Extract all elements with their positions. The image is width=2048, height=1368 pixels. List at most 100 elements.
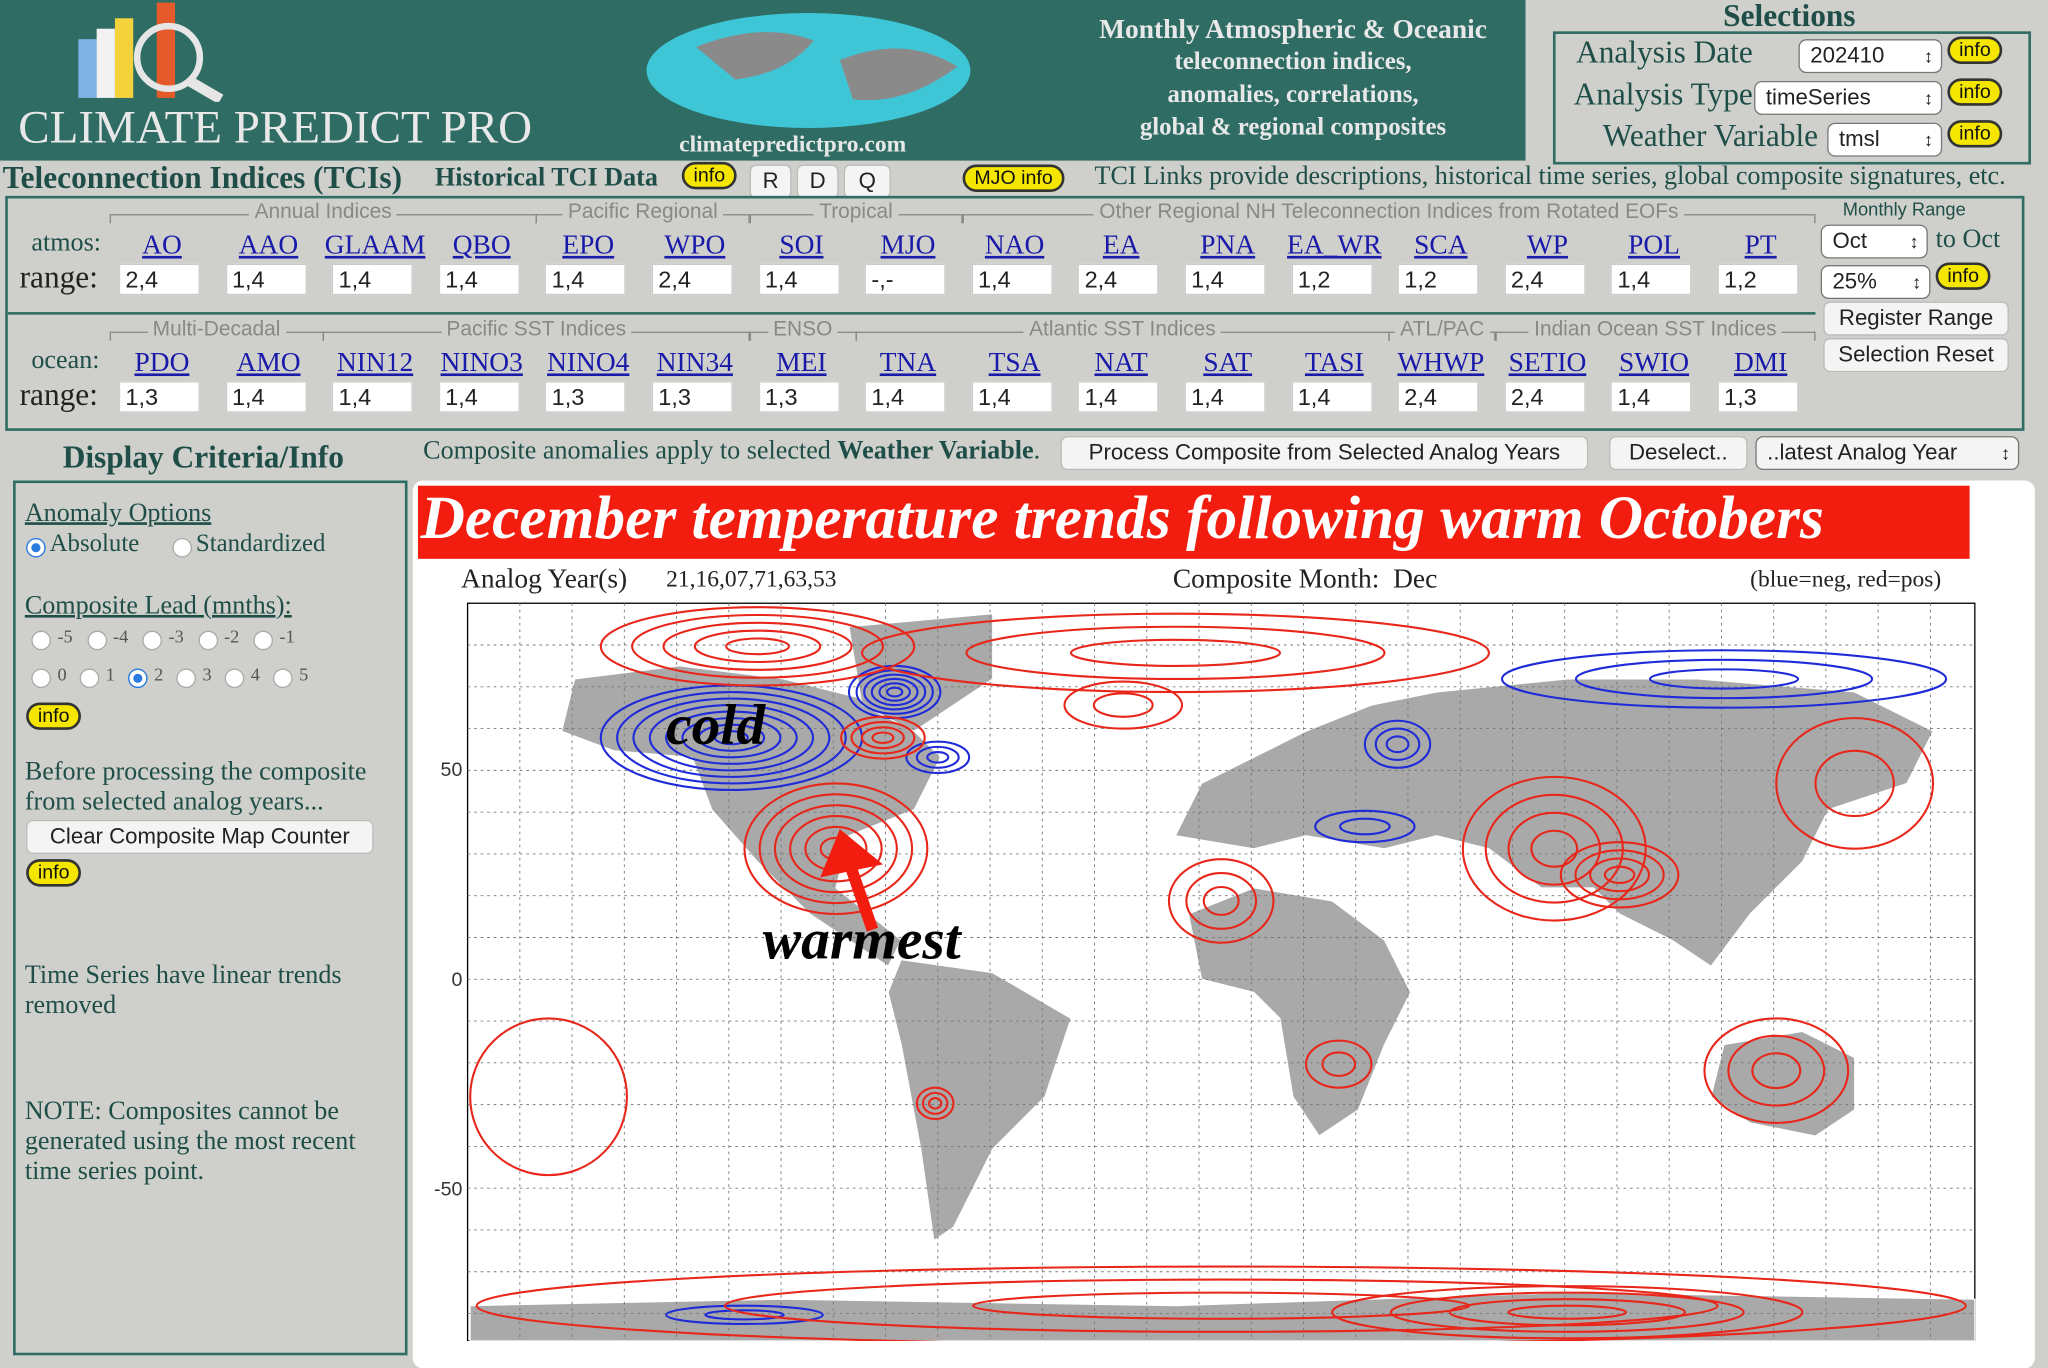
- radio[interactable]: [197, 630, 218, 651]
- range-input[interactable]: 1,4: [438, 263, 520, 296]
- range-input[interactable]: 2,4: [1504, 381, 1586, 413]
- index-link[interactable]: PT: [1744, 228, 1777, 260]
- index-link[interactable]: WPO: [664, 228, 726, 260]
- index-link[interactable]: EA: [1102, 228, 1140, 260]
- index-link[interactable]: SOI: [779, 228, 824, 260]
- index-link[interactable]: SCA: [1414, 228, 1468, 260]
- radio[interactable]: [253, 630, 273, 651]
- range-input[interactable]: 1,3: [651, 381, 733, 413]
- info-button[interactable]: info: [26, 702, 82, 730]
- index-link[interactable]: NIN12: [336, 346, 414, 378]
- index-link[interactable]: TNA: [879, 346, 937, 378]
- range-input[interactable]: 1,4: [438, 381, 520, 413]
- range-input[interactable]: 1,3: [118, 381, 200, 413]
- index-link[interactable]: QBO: [452, 228, 511, 260]
- radio[interactable]: [142, 630, 162, 651]
- index-link[interactable]: NAT: [1094, 346, 1148, 378]
- range-input[interactable]: 1,4: [225, 263, 307, 296]
- range-input[interactable]: 1,4: [971, 263, 1053, 296]
- radio[interactable]: [176, 668, 196, 689]
- radio[interactable]: [172, 537, 192, 558]
- index-link[interactable]: NINO4: [547, 346, 630, 378]
- radio[interactable]: [272, 668, 293, 689]
- range-input[interactable]: 1,4: [971, 381, 1053, 413]
- radio[interactable]: [31, 630, 51, 651]
- index-link[interactable]: AMO: [236, 346, 301, 378]
- index-link[interactable]: MJO: [880, 228, 936, 260]
- index-link[interactable]: MEI: [776, 346, 827, 378]
- info-button[interactable]: info: [681, 161, 737, 190]
- range-input[interactable]: -,-: [864, 263, 946, 296]
- button[interactable]: R: [749, 164, 792, 199]
- index-link[interactable]: AAO: [238, 228, 299, 260]
- index-link[interactable]: SWIO: [1618, 346, 1690, 378]
- radio[interactable]: [86, 630, 107, 651]
- info-button[interactable]: info: [1947, 36, 2003, 64]
- range-input[interactable]: 2,4: [651, 263, 733, 296]
- index-link[interactable]: POL: [1628, 228, 1680, 260]
- index-link[interactable]: TASI: [1304, 346, 1364, 378]
- range-input[interactable]: 1,3: [758, 381, 840, 413]
- radio[interactable]: [224, 668, 245, 689]
- radio[interactable]: [79, 668, 100, 689]
- range-input[interactable]: 1,2: [1717, 263, 1799, 296]
- range-input[interactable]: 1,4: [225, 381, 307, 413]
- button[interactable]: Deselect..: [1609, 436, 1748, 471]
- index-link[interactable]: EPO: [562, 228, 615, 260]
- range-input[interactable]: 1,3: [545, 381, 627, 413]
- index-link[interactable]: DMI: [1733, 346, 1788, 378]
- range-input[interactable]: 1,4: [331, 381, 413, 413]
- button[interactable]: Register Range: [1823, 301, 2009, 336]
- contour: [723, 1278, 1719, 1333]
- range-input[interactable]: 2,4: [118, 263, 200, 296]
- index-link[interactable]: TSA: [988, 346, 1041, 378]
- range-input[interactable]: 1,4: [1184, 263, 1266, 296]
- select[interactable]: Oct: [1820, 224, 1928, 259]
- select[interactable]: 25%: [1820, 265, 1931, 300]
- range-input[interactable]: 1,4: [545, 263, 627, 296]
- button[interactable]: Clear Composite Map Counter: [26, 819, 374, 854]
- range-input[interactable]: 1,2: [1397, 263, 1479, 296]
- range-input[interactable]: 1,4: [758, 263, 840, 296]
- range-input[interactable]: 1,3: [1717, 381, 1799, 413]
- button[interactable]: Process Composite from Selected Analog Y…: [1060, 436, 1589, 471]
- select[interactable]: tmsl: [1827, 122, 1943, 157]
- index-link[interactable]: AO: [142, 228, 182, 260]
- button[interactable]: Q: [843, 164, 891, 199]
- radio[interactable]: [26, 537, 46, 558]
- index-link[interactable]: WP: [1526, 228, 1569, 260]
- index-link[interactable]: GLAAM: [324, 228, 426, 260]
- button[interactable]: D: [796, 164, 839, 199]
- index-link[interactable]: PDO: [134, 346, 190, 378]
- index-link[interactable]: PNA: [1200, 228, 1256, 260]
- index-link[interactable]: NINO3: [440, 346, 523, 378]
- range-input[interactable]: 2,4: [1397, 381, 1479, 413]
- index-link[interactable]: NAO: [984, 228, 1045, 260]
- index-link[interactable]: SAT: [1203, 346, 1253, 378]
- radio[interactable]: [127, 668, 148, 689]
- select[interactable]: ..latest Analog Year: [1755, 436, 2020, 471]
- range-input[interactable]: 2,4: [1504, 263, 1586, 296]
- range-input[interactable]: 1,4: [1184, 381, 1266, 413]
- button[interactable]: Selection Reset: [1823, 338, 2009, 373]
- range-input[interactable]: 1,4: [1610, 263, 1692, 296]
- info-button[interactable]: info: [26, 859, 82, 887]
- mjo-info[interactable]: MJO info: [962, 164, 1065, 192]
- range-input[interactable]: 1,4: [331, 263, 413, 296]
- range-input[interactable]: 2,4: [1078, 263, 1160, 296]
- radio[interactable]: [31, 668, 51, 689]
- index-link[interactable]: EA_WR: [1287, 228, 1382, 260]
- info-button[interactable]: info: [1935, 262, 1991, 290]
- range-input[interactable]: 1,2: [1291, 263, 1373, 296]
- select[interactable]: timeSeries: [1754, 80, 1943, 115]
- index-link[interactable]: WHWP: [1397, 346, 1485, 378]
- range-input[interactable]: 1,4: [864, 381, 946, 413]
- range-input[interactable]: 1,4: [1291, 381, 1373, 413]
- info-button[interactable]: info: [1947, 120, 2003, 148]
- select[interactable]: 202410: [1798, 39, 1943, 74]
- range-input[interactable]: 1,4: [1610, 381, 1692, 413]
- info-button[interactable]: info: [1947, 78, 2003, 106]
- range-input[interactable]: 1,4: [1078, 381, 1160, 413]
- index-link[interactable]: NIN34: [656, 346, 733, 378]
- index-link[interactable]: SETIO: [1508, 346, 1587, 378]
